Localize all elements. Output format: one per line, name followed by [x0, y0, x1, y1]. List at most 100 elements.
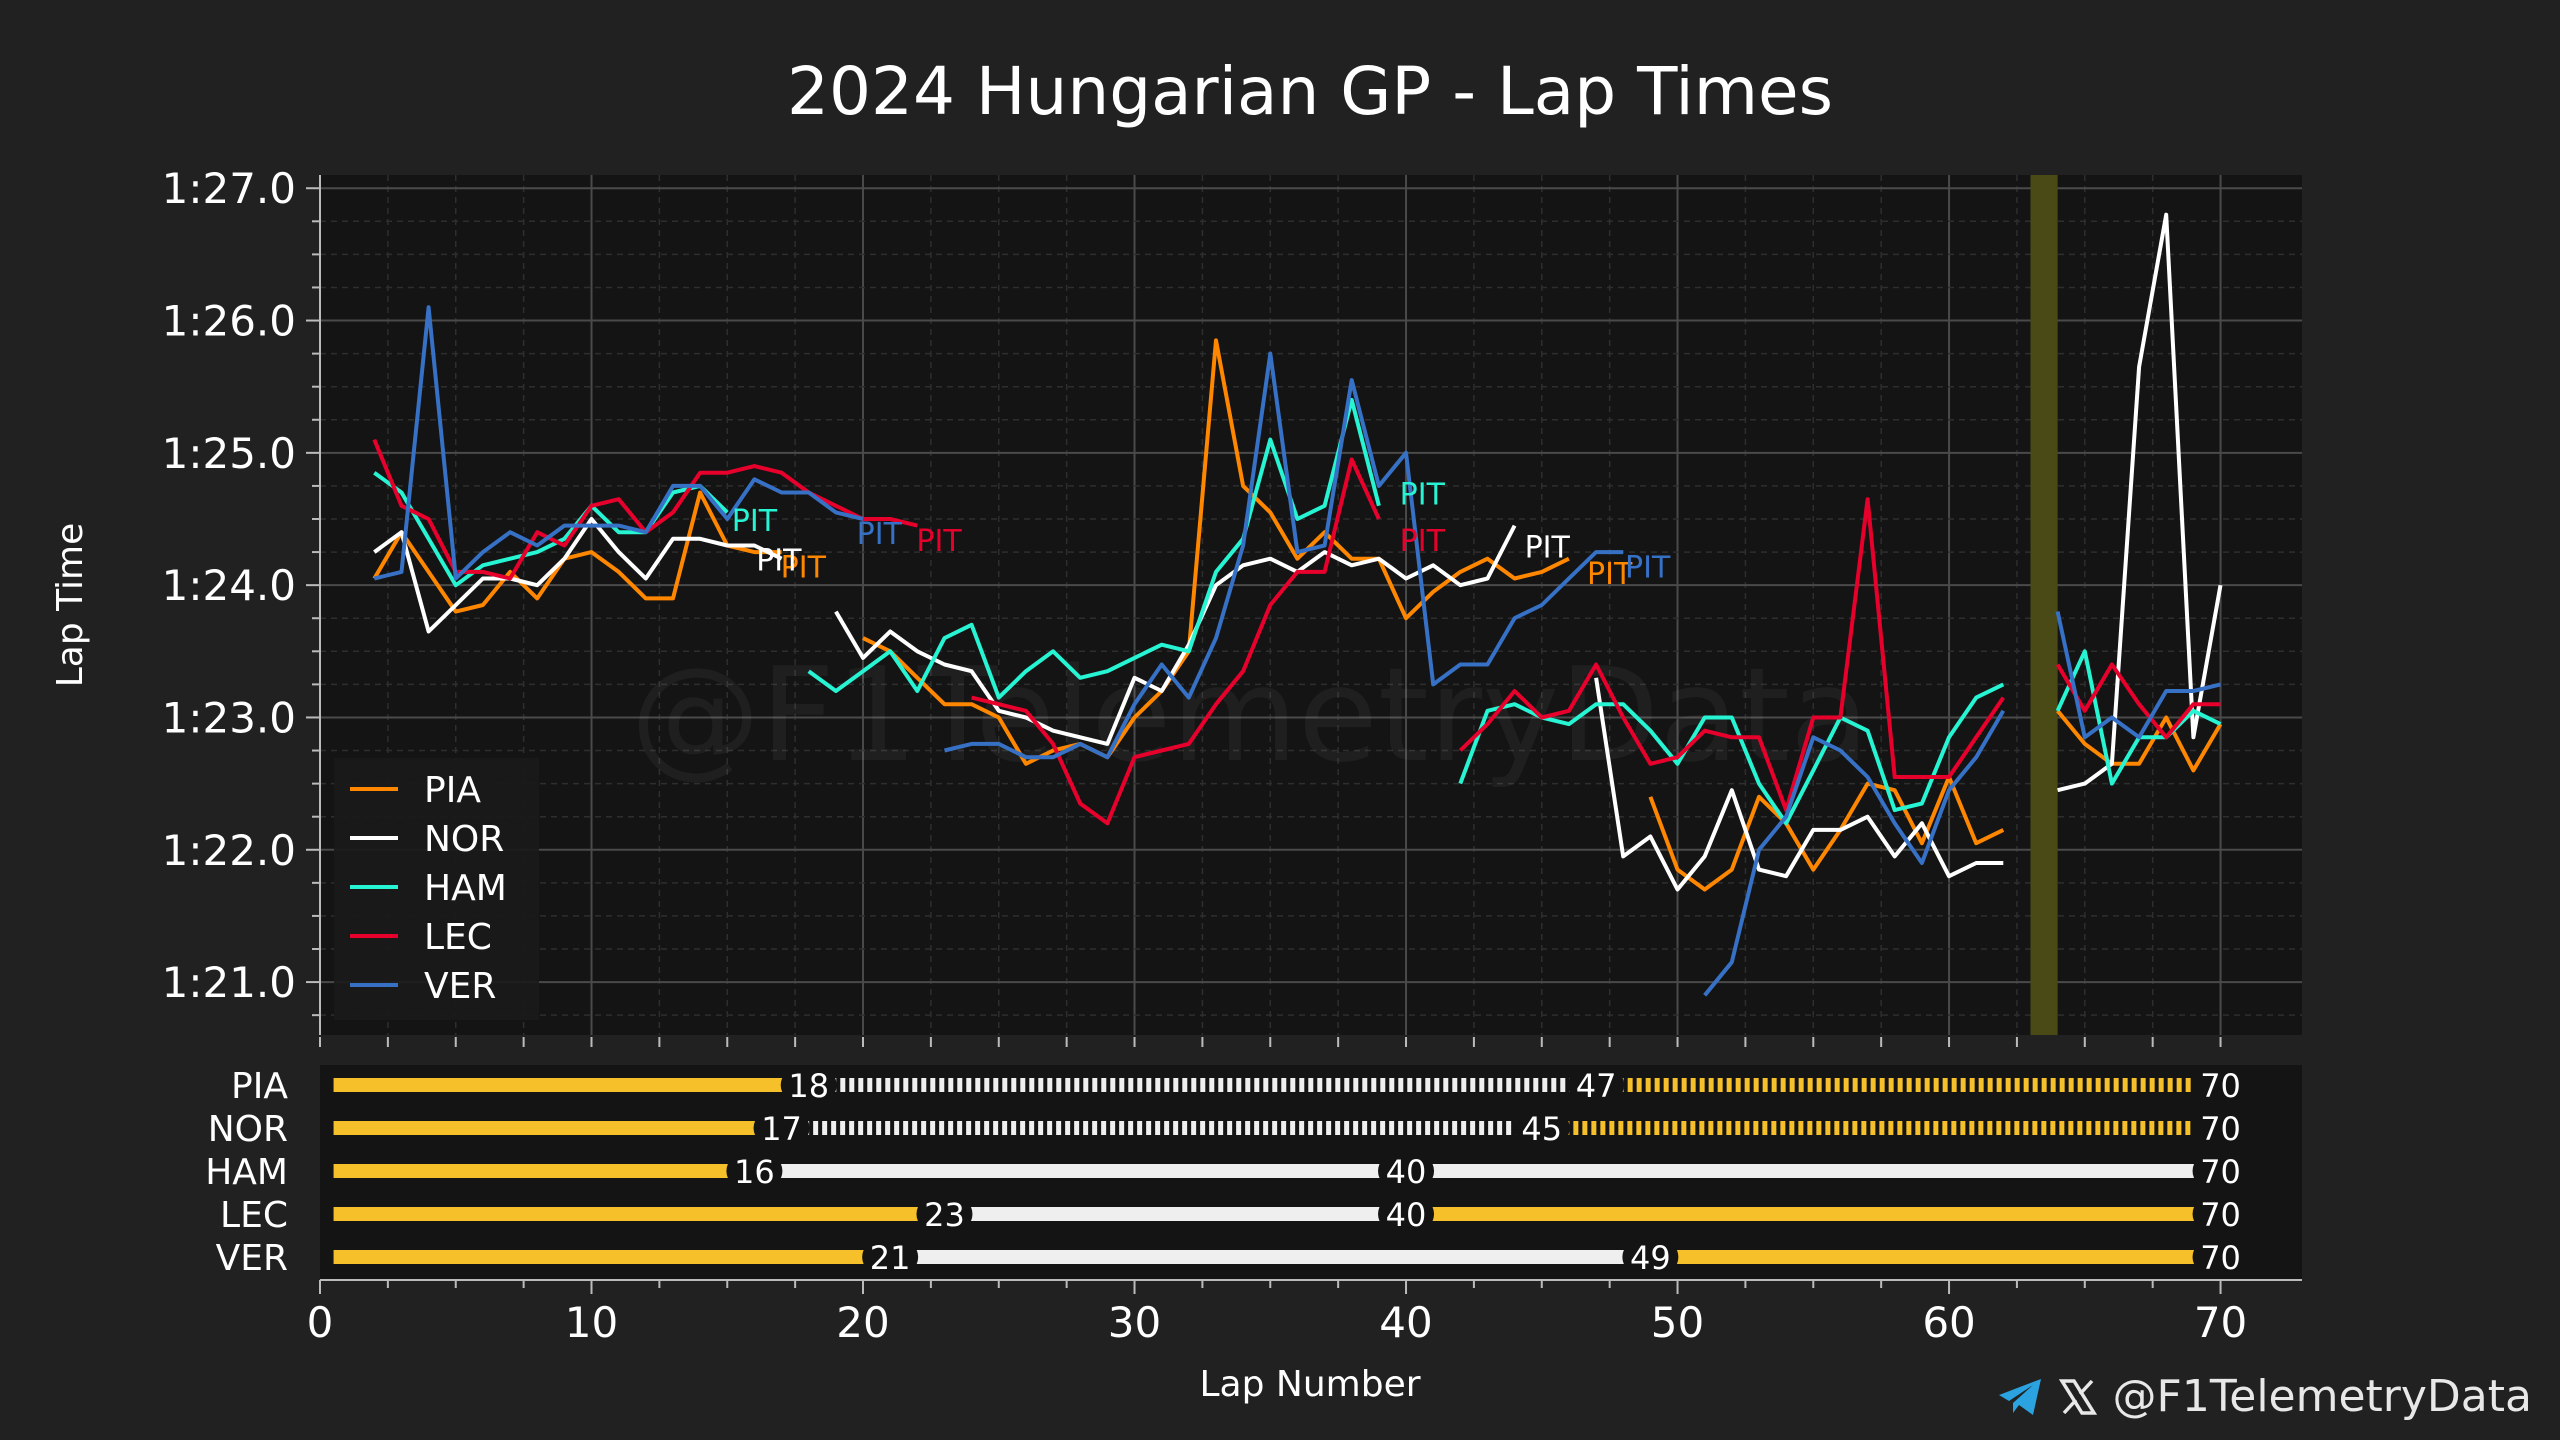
stint-driver-nor: NOR — [208, 1109, 288, 1150]
stint-end-label: 45 — [1521, 1110, 1562, 1148]
stint-end-label: 17 — [761, 1110, 802, 1148]
x-axis: 0 10 20 30 40 50 60 70 — [307, 1037, 2302, 1347]
stint-label-bg — [2192, 1197, 2249, 1231]
stint-end-label: 70 — [2200, 1239, 2241, 1277]
series-line-nor — [373, 517, 783, 634]
pit-label-pia: PIT — [1587, 557, 1633, 592]
y-tick-label: 1:21.0 — [162, 958, 296, 1007]
stint-label-bg — [726, 1154, 783, 1188]
stint-label-bg — [1513, 1111, 1570, 1145]
series-line-lec — [971, 457, 1381, 826]
highlight-band-rect — [2030, 175, 2058, 1035]
legend-label-ham: HAM — [424, 868, 507, 909]
pit-label-pia: PIT — [781, 550, 827, 585]
stint-end-label: 21 — [870, 1239, 911, 1277]
highlight-band — [2030, 175, 2058, 1035]
stint-label-bg — [1378, 1154, 1435, 1188]
stint-end-label: 49 — [1630, 1239, 1671, 1277]
y-tick-label: 1:27.0 — [162, 164, 296, 213]
x-tick-label: 30 — [1108, 1298, 1161, 1347]
series-line-pia — [372, 490, 782, 614]
y-tick-label: 1:24.0 — [162, 561, 296, 610]
series-lines — [372, 212, 2223, 997]
footer: @F1TelemetryData — [1997, 1371, 2532, 1422]
pit-label-ver: PIT — [857, 517, 903, 552]
series-line-ver — [944, 351, 1624, 760]
stint-end-label: 18 — [788, 1067, 829, 1105]
footer-handle[interactable]: @F1TelemetryData — [2112, 1371, 2532, 1422]
pit-label-ham: PIT — [732, 504, 778, 539]
series-line-nor — [2057, 212, 2223, 793]
x-tick-label: 20 — [836, 1298, 889, 1347]
x-icon[interactable] — [2058, 1378, 2097, 1416]
y-tick-label: 1:25.0 — [162, 429, 296, 478]
x-tick-label: 70 — [2194, 1298, 2247, 1347]
x-tick-label: 0 — [307, 1298, 334, 1347]
pit-label-lec: PIT — [1400, 524, 1446, 559]
stint-end-label: 40 — [1386, 1196, 1427, 1234]
plot-area — [320, 175, 2302, 1035]
stint-label-bg — [862, 1240, 919, 1274]
series-line-ver — [2055, 611, 2221, 740]
y-tick-label: 1:23.0 — [162, 693, 296, 742]
stint-end-label: 70 — [2200, 1110, 2241, 1148]
series-line-ham — [373, 471, 729, 588]
series-line-ver — [1703, 709, 2006, 997]
y-tick-label: 1:22.0 — [162, 826, 296, 875]
pit-label-nor: PIT — [756, 544, 802, 579]
stint-label-bg — [2192, 1240, 2249, 1274]
tyre-stints: PIA 18 47 70 NOR 17 45 70 HAM 16 40 70 LEC 23 40 70 VER 2… — [205, 1066, 2249, 1279]
pit-label-ham: PIT — [1400, 478, 1446, 513]
pit-label-lec: PIT — [916, 524, 962, 559]
stint-end-label: 23 — [924, 1196, 965, 1234]
series-line-ham — [1458, 682, 2005, 826]
stint-driver-ham: HAM — [205, 1152, 288, 1193]
legend-label-nor: NOR — [424, 819, 504, 860]
legend: PIA NOR HAM LEC VER — [334, 758, 539, 1020]
series-line-lec — [1458, 497, 2005, 813]
stint-label-bg — [1378, 1197, 1435, 1231]
stint-driver-ver: VER — [216, 1238, 288, 1279]
stint-end-label: 70 — [2200, 1196, 2241, 1234]
telegram-icon[interactable] — [1997, 1377, 2043, 1417]
x-tick-label: 50 — [1651, 1298, 1704, 1347]
x-tick-label: 40 — [1379, 1298, 1432, 1347]
y-axis: 1:21.0 1:22.0 1:23.0 1:24.0 1:25.0 1:26.0 1:27… — [162, 164, 321, 1035]
stint-label-bg — [2192, 1154, 2249, 1188]
x-tick-label: 10 — [565, 1298, 618, 1347]
series-line-lec — [2055, 662, 2221, 740]
y-tick-label: 1:26.0 — [162, 297, 296, 346]
stint-label-bg — [2192, 1111, 2249, 1145]
stint-end-label: 47 — [1576, 1067, 1617, 1105]
stint-label-bg — [1622, 1240, 1679, 1274]
stint-driver-lec: LEC — [220, 1195, 288, 1236]
x-axis-label: Lap Number — [1199, 1364, 1420, 1405]
stint-end-label: 40 — [1386, 1153, 1427, 1191]
pit-label-nor: PIT — [1525, 530, 1571, 565]
stint-label-bg — [780, 1068, 837, 1102]
series-line-ver — [373, 305, 864, 581]
pit-label-ver: PIT — [1625, 550, 1671, 585]
y-axis-label: Lap Time — [50, 523, 91, 688]
x-tick-label: 60 — [1922, 1298, 1975, 1347]
series-line-nor — [1594, 677, 2004, 892]
series-line-pia — [2056, 709, 2223, 773]
stint-end-label: 16 — [734, 1153, 775, 1191]
stint-label-bg — [2192, 1068, 2249, 1102]
legend-label-ver: VER — [424, 966, 496, 1007]
stint-label-bg — [1568, 1068, 1625, 1102]
stint-label-bg — [916, 1197, 973, 1231]
stint-driver-pia: PIA — [231, 1066, 288, 1107]
stint-end-label: 70 — [2200, 1153, 2241, 1191]
series-line-pia — [1648, 775, 2005, 892]
series-line-ham — [807, 397, 1381, 700]
legend-label-pia: PIA — [424, 770, 481, 811]
series-line-nor — [834, 524, 1517, 746]
watermark: @F1TelemetryData — [630, 639, 1869, 791]
stint-end-label: 70 — [2200, 1067, 2241, 1105]
grid — [319, 175, 2302, 1035]
chart-title: 2024 Hungarian GP - Lap Times — [787, 53, 1833, 130]
stint-label-bg — [753, 1111, 810, 1145]
